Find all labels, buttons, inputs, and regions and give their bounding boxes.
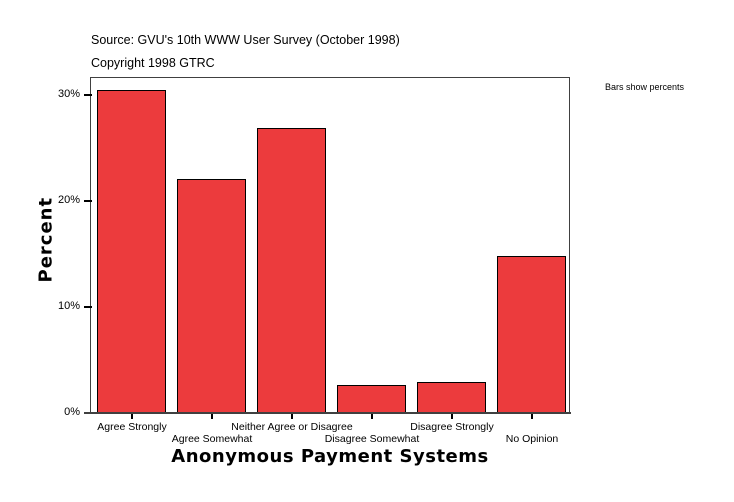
y-tick-label: 10% (57, 300, 80, 312)
x-axis-line (84, 412, 571, 414)
y-tick-30 (84, 94, 92, 96)
x-tick (531, 413, 533, 419)
chart-source: Source: GVU's 10th WWW User Survey (Octo… (91, 33, 400, 47)
x-tick-label: Disagree Strongly (410, 421, 494, 433)
y-tick-20 (84, 200, 92, 202)
x-tick-label: Disagree Somewhat (324, 433, 420, 445)
x-tick-label: Agree Strongly (97, 421, 167, 433)
y-tick-label: 20% (57, 194, 80, 206)
x-tick (291, 413, 293, 419)
x-tick-label: No Opinion (505, 433, 559, 445)
x-tick-label: Neither Agree or Disagree (231, 421, 353, 433)
bar (177, 179, 246, 413)
bar (497, 256, 566, 413)
x-tick (211, 413, 213, 419)
bar (417, 382, 486, 413)
y-tick-10 (84, 306, 92, 308)
y-axis-title: Percent (35, 196, 57, 283)
x-tick (451, 413, 453, 419)
x-tick-label: Agree Somewhat (171, 433, 253, 445)
chart-copyright: Copyright 1998 GTRC (91, 56, 215, 70)
y-tick-label: 30% (57, 88, 80, 100)
x-tick (371, 413, 373, 419)
bar (97, 90, 166, 413)
x-axis-title: Anonymous Payment Systems (171, 446, 489, 467)
bar (257, 128, 326, 413)
bar (337, 385, 406, 413)
chart-note: Bars show percents (605, 82, 685, 92)
plot-frame (90, 77, 570, 413)
x-tick (131, 413, 133, 419)
y-tick-label: 0% (64, 406, 80, 418)
